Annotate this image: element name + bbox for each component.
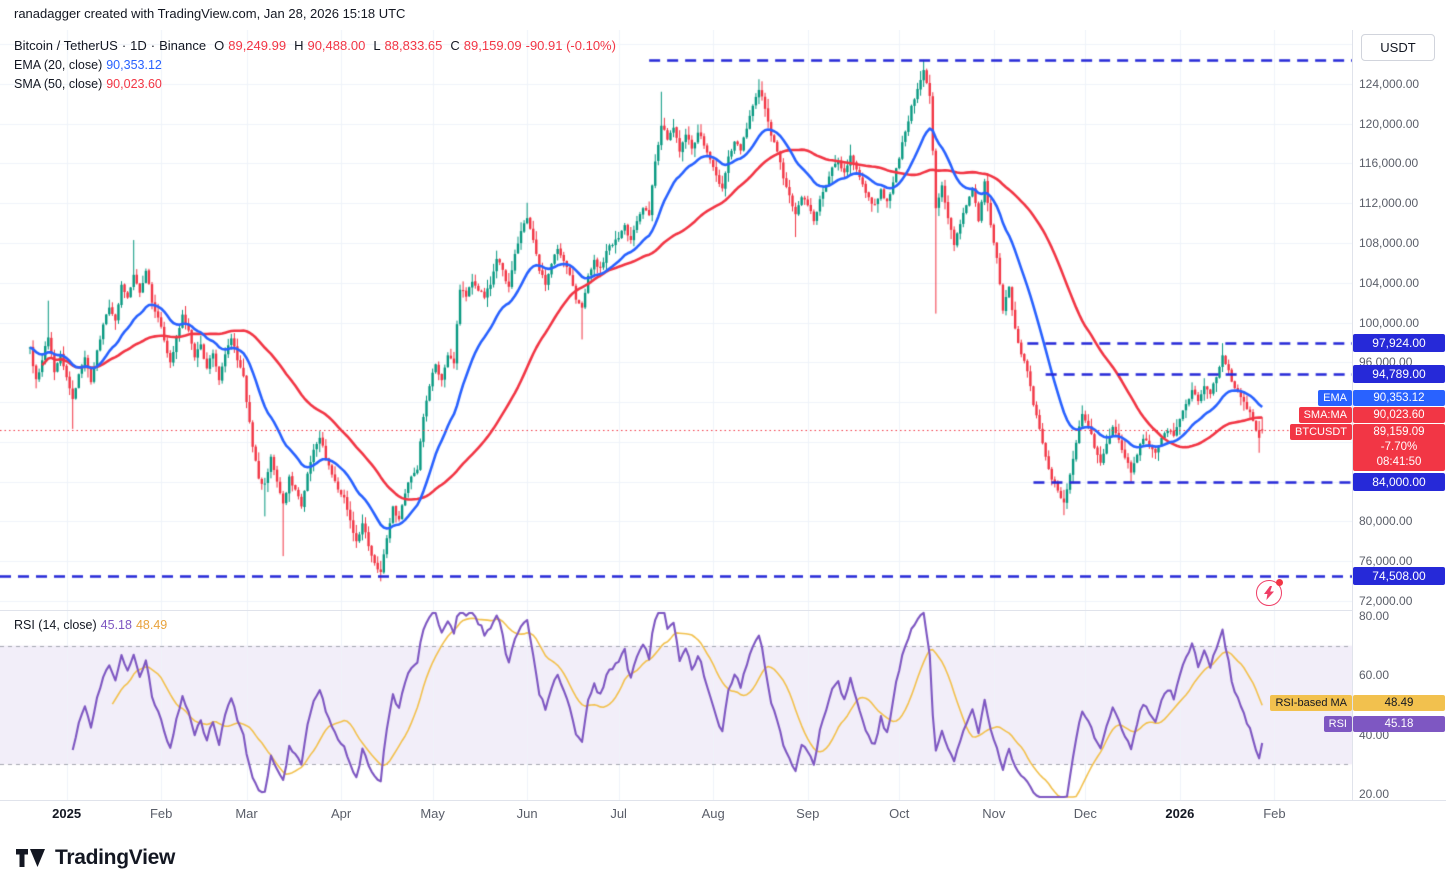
high-value: 90,488.00 bbox=[307, 38, 366, 53]
time-axis-label: Mar bbox=[235, 806, 258, 821]
rsi-badge-name: RSI bbox=[1323, 716, 1352, 732]
legend-separator: · bbox=[150, 38, 156, 53]
time-axis-label: 2026 bbox=[1165, 806, 1195, 821]
price-axis-label: 124,000.00 bbox=[1359, 76, 1420, 91]
price-axis-label: 112,000.00 bbox=[1359, 196, 1419, 211]
tradingview-logo-icon bbox=[16, 849, 45, 867]
open-value: 89,249.99 bbox=[228, 38, 287, 53]
ema-value: 90,353.12 bbox=[106, 57, 162, 72]
rsi-axis-label: 60.00 bbox=[1359, 668, 1390, 683]
attribution-text: ranadagger created with TradingView.com,… bbox=[14, 6, 406, 21]
price-axis-label: 76,000.00 bbox=[1359, 554, 1413, 569]
time-axis-label: Sep bbox=[796, 806, 820, 821]
rsi-value: 45.18 bbox=[100, 617, 132, 632]
ema-legend-row[interactable]: EMA (20, close) 90,353.12 bbox=[14, 55, 616, 74]
rsi-legend[interactable]: RSI (14, close) 45.18 48.49 bbox=[14, 615, 167, 634]
flash-alert-icon[interactable] bbox=[1256, 579, 1283, 606]
time-axis-label: Feb bbox=[1263, 806, 1286, 821]
time-axis-label: Dec bbox=[1073, 806, 1097, 821]
close-value: 89,159.09 bbox=[463, 38, 522, 53]
symbol-legend-row[interactable]: Bitcoin / TetherUS · 1D · Binance O 89,24… bbox=[14, 36, 616, 55]
rsi-ma-badge-value: 48.49 bbox=[1353, 695, 1445, 711]
ema-label: EMA (20, close) bbox=[14, 57, 103, 72]
high-label: H bbox=[294, 38, 304, 53]
price-axis-label: 116,000.00 bbox=[1359, 156, 1419, 171]
last-price-badge-name: BTCUSDT bbox=[1290, 424, 1352, 440]
price-level-badge: 84,000.00 bbox=[1353, 472, 1445, 491]
rsi-badge: RSI 45.18 bbox=[1323, 716, 1445, 732]
change-value: -90.91 (-0.10%) bbox=[525, 38, 616, 53]
time-axis-label: Jul bbox=[610, 806, 627, 821]
price-level-badge: 94,789.00 bbox=[1353, 365, 1445, 384]
last-price-badge-value: 89,159.09 -7.70% 08:41:50 bbox=[1353, 424, 1445, 471]
low-label: L bbox=[373, 38, 381, 53]
time-axis-label: Apr bbox=[330, 806, 352, 821]
pane-divider[interactable] bbox=[0, 610, 1352, 611]
rsi-label: RSI (14, close) bbox=[14, 617, 97, 632]
sma-label: SMA (50, close) bbox=[14, 76, 103, 91]
exchange-label: Binance bbox=[159, 38, 207, 53]
last-price-badge: BTCUSDT 89,159.09 -7.70% 08:41:50 bbox=[1290, 424, 1445, 471]
time-axis-label: Aug bbox=[701, 806, 725, 821]
price-level-badge: 97,924.00 bbox=[1353, 334, 1445, 353]
price-axis-label: 72,000.00 bbox=[1359, 593, 1413, 608]
price-axis-label: 120,000.00 bbox=[1359, 116, 1420, 131]
sma-badge-name: SMA:MA bbox=[1298, 407, 1352, 423]
price-axis-label: 108,000.00 bbox=[1359, 236, 1420, 250]
lightning-bolt-icon bbox=[1264, 586, 1274, 600]
rsi-badge-value: 45.18 bbox=[1353, 716, 1445, 732]
open-label: O bbox=[214, 38, 225, 53]
ema-badge-name: EMA bbox=[1318, 390, 1352, 406]
price-axis-label: 80,000.00 bbox=[1359, 514, 1413, 529]
ema-badge-value: 90,353.12 bbox=[1353, 390, 1445, 406]
sma-legend-row[interactable]: SMA (50, close) 90,023.60 bbox=[14, 74, 616, 93]
tradingview-wordmark: TradingView bbox=[55, 846, 176, 869]
close-label: C bbox=[450, 38, 460, 53]
rsi-ma-value: 48.49 bbox=[135, 617, 168, 632]
price-level-badge: 74,508.00 bbox=[1353, 566, 1445, 585]
rsi-ma-badge-name: RSI-based MA bbox=[1270, 695, 1352, 711]
chart-legend: Bitcoin / TetherUS · 1D · Binance O 89,24… bbox=[14, 36, 616, 93]
time-axis-label: May bbox=[420, 806, 445, 821]
rsi-ma-badge: RSI-based MA 48.49 bbox=[1270, 695, 1445, 711]
symbol-name[interactable]: Bitcoin / TetherUS bbox=[14, 38, 118, 53]
sma-value: 90,023.60 bbox=[106, 76, 162, 91]
rsi-axis-label: 20.00 bbox=[1359, 787, 1390, 802]
price-axis-label: 104,000.00 bbox=[1359, 275, 1420, 290]
rsi-chart-canvas[interactable] bbox=[0, 610, 1352, 800]
time-axis-label: Oct bbox=[889, 806, 910, 821]
legend-separator: · bbox=[121, 38, 127, 53]
time-axis-label: Nov bbox=[982, 806, 1006, 821]
sma-badge: SMA:MA 90,023.60 bbox=[1298, 407, 1445, 423]
price-axis-label: 100,000.00 bbox=[1359, 315, 1420, 330]
price-scale-divider bbox=[1352, 30, 1353, 800]
interval-label[interactable]: 1D bbox=[130, 38, 147, 53]
tradingview-footer-logo[interactable]: TradingView bbox=[16, 846, 175, 870]
time-axis-divider bbox=[0, 800, 1446, 801]
rsi-axis-label: 80.00 bbox=[1359, 608, 1390, 623]
price-chart-canvas[interactable] bbox=[0, 30, 1352, 610]
time-axis-label: 2025 bbox=[52, 806, 82, 821]
sma-badge-value: 90,023.60 bbox=[1353, 407, 1445, 423]
ema-badge: EMA 90,353.12 bbox=[1318, 390, 1445, 406]
notification-dot bbox=[1276, 579, 1283, 586]
currency-toggle-button[interactable]: USDT bbox=[1361, 34, 1435, 61]
time-axis-label: Feb bbox=[149, 806, 173, 821]
time-axis-label: Jun bbox=[516, 806, 538, 821]
low-value: 88,833.65 bbox=[384, 38, 443, 53]
